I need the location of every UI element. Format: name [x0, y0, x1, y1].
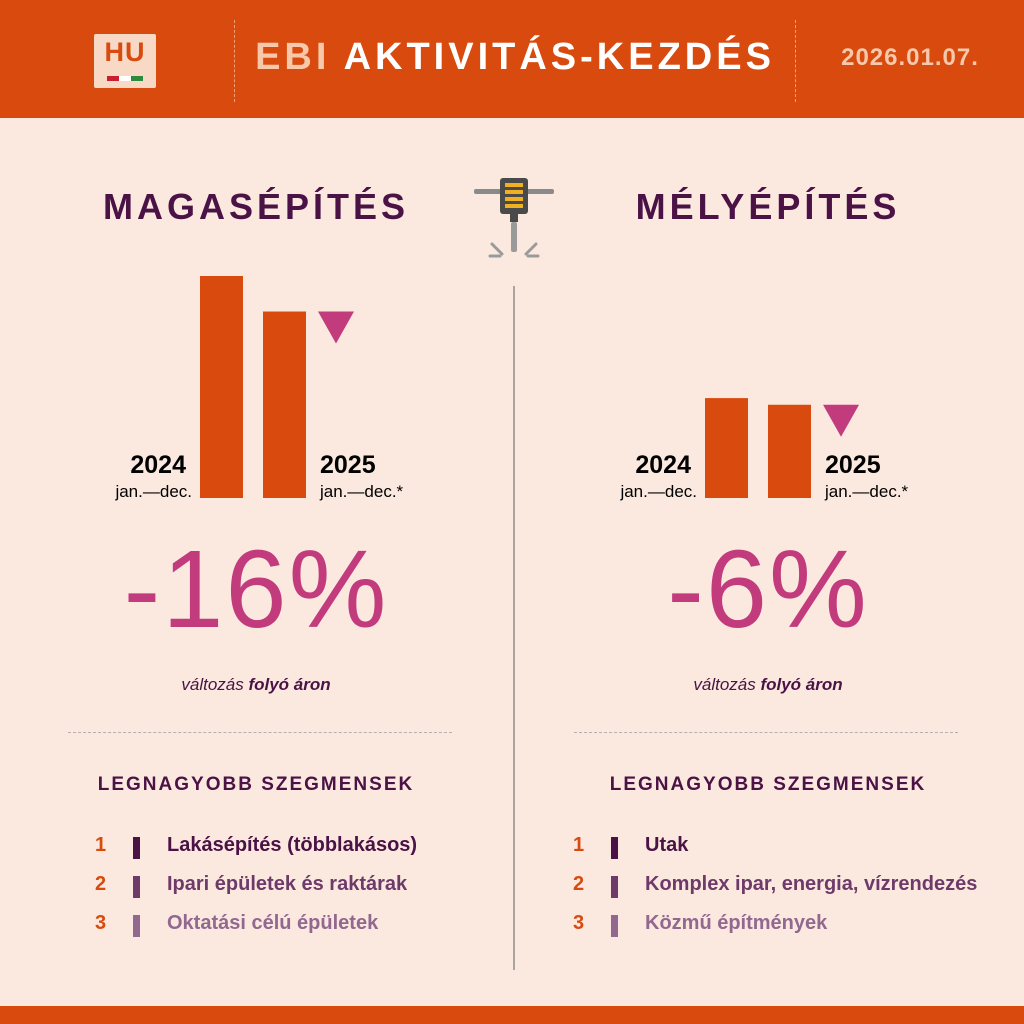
jackhammer-icon — [474, 178, 554, 258]
segment-rank: 2 — [573, 873, 585, 895]
category-sublabel-2025: jan.—dec.* — [319, 482, 404, 501]
segment-rank: 1 — [95, 834, 107, 856]
segment-marker — [611, 876, 618, 898]
change-note-bold: folyó áron — [248, 675, 331, 694]
segment-rank: 3 — [573, 912, 585, 934]
center-divider — [513, 286, 515, 970]
footer-band — [0, 1006, 1024, 1024]
flag-green-stripe — [131, 76, 143, 81]
segment-label: Közmű építmények — [645, 912, 828, 934]
change-note: változás folyó áron — [512, 675, 1024, 695]
bar-chart-magasepites: 2024 jan.—dec. 2025 jan.—dec.* — [114, 276, 404, 501]
change-note-bold: folyó áron — [760, 675, 843, 694]
panel-magasepites: MAGASÉPÍTÉS 2024 jan.—dec. 2025 jan.—dec… — [0, 0, 512, 1000]
segment-marker — [133, 876, 140, 898]
change-note: változás folyó áron — [0, 675, 512, 695]
category-sublabel-2024: jan.—dec. — [619, 482, 697, 501]
segment-label: Komplex ipar, energia, vízrendezés — [645, 873, 978, 895]
segment-marker — [133, 915, 140, 937]
segment-marker — [611, 837, 618, 859]
change-value: -16% — [123, 528, 389, 651]
change-note-text: változás — [181, 675, 249, 694]
bar-chart-melyepites: 2024 jan.—dec. 2025 jan.—dec.* — [619, 398, 909, 501]
header-divider-left — [234, 20, 235, 102]
panel-title: MAGASÉPÍTÉS — [102, 186, 410, 227]
segment-label: Utak — [645, 834, 689, 856]
header-divider-right — [795, 20, 796, 102]
segments-title: LEGNAGYOBB SZEGMENSEK — [97, 774, 415, 795]
change-note-text: változás — [693, 675, 761, 694]
down-triangle-icon — [823, 404, 859, 437]
panel-melyepites: MÉLYÉPÍTÉS 2024 jan.—dec. 2025 jan.—dec.… — [512, 0, 1024, 1000]
segment-label: Lakásépítés (többlakásos) — [167, 834, 418, 856]
title-main: AKTIVITÁS-KEZDÉS — [343, 36, 775, 78]
flag-white-stripe — [119, 76, 131, 81]
category-label-2024: 2024 — [635, 451, 691, 479]
change-value: -6% — [667, 528, 869, 651]
segment-label: Ipari épületek és raktárak — [167, 873, 408, 895]
bar-2024 — [200, 276, 243, 498]
segment-rank: 3 — [95, 912, 107, 934]
segment-rank: 1 — [573, 834, 585, 856]
category-sublabel-2024: jan.—dec. — [114, 482, 192, 501]
hu-logo: HU — [94, 34, 156, 88]
category-label-2024: 2024 — [130, 451, 186, 479]
segments-title: LEGNAGYOBB SZEGMENSEK — [609, 774, 927, 795]
bar-2025 — [263, 311, 306, 498]
logo-text: HU — [104, 37, 146, 67]
header-date: 2026.01.07. — [841, 44, 979, 71]
category-label-2025: 2025 — [825, 451, 881, 479]
page-title: EBI AKTIVITÁS-KEZDÉS — [234, 36, 796, 79]
dashed-separator — [574, 732, 958, 733]
segment-marker — [611, 915, 618, 937]
segment-marker — [133, 837, 140, 859]
category-sublabel-2025: jan.—dec.* — [824, 482, 909, 501]
category-label-2025: 2025 — [320, 451, 376, 479]
title-prefix: EBI — [255, 36, 331, 78]
bar-2024 — [705, 398, 748, 498]
header-band: HU EBI AKTIVITÁS-KEZDÉS 2026.01.07. — [0, 0, 1024, 118]
segment-rank: 2 — [95, 873, 107, 895]
bar-2025 — [768, 404, 811, 498]
flag-red-stripe — [107, 76, 119, 81]
dashed-separator — [68, 732, 452, 733]
down-triangle-icon — [318, 311, 354, 344]
panel-title: MÉLYÉPÍTÉS — [635, 186, 901, 227]
segment-label: Oktatási célú épületek — [167, 912, 379, 934]
